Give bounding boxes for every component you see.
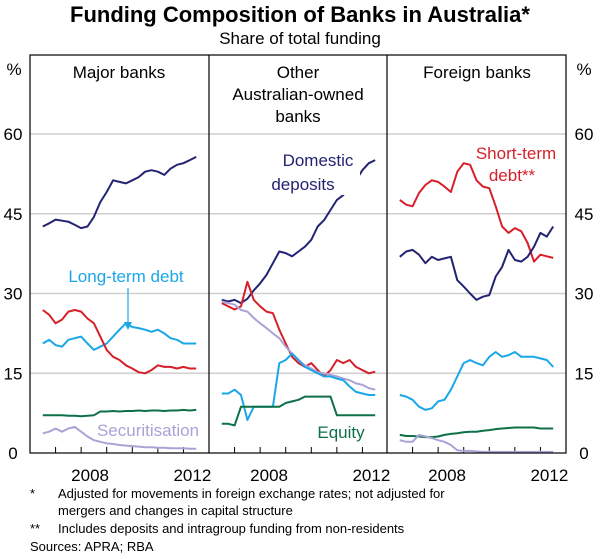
y-tick-right-45: 45 <box>575 205 594 224</box>
series-line-long_term_debt-panel-1 <box>42 322 197 351</box>
y-tick-left-0: 0 <box>8 444 17 463</box>
x-tick-label-2008: 2008 <box>250 466 288 485</box>
footnote-1-line2: mergers and changes in capital structure <box>58 503 293 518</box>
plot-border <box>29 54 567 454</box>
footnote-2-marker: ** <box>30 521 40 536</box>
y-unit-right: % <box>576 60 591 79</box>
y-tick-right-0: 0 <box>579 444 588 463</box>
series-line-short_term_debt-panel-3 <box>399 162 554 263</box>
x-tick-label-2012: 2012 <box>352 466 390 485</box>
sources: Sources: APRA; RBA <box>30 539 154 554</box>
panel-title-other-line2: Australian-owned <box>232 85 363 104</box>
series-line-securitisation-panel-3 <box>399 433 554 453</box>
series-line-domestic_deposits-panel-3 <box>399 225 555 301</box>
series-line-long_term_debt-panel-2 <box>221 352 376 421</box>
panel-title-major-banks: Major banks <box>73 63 166 82</box>
y-tick-right-15: 15 <box>575 364 594 383</box>
panel-title-foreign-banks: Foreign banks <box>423 63 531 82</box>
annotation-long-term-debt: Long-term debt <box>68 267 184 286</box>
annotation-domestic-deposits-2: deposits <box>271 175 334 194</box>
long-term-debt-arrowhead <box>124 322 132 330</box>
y-tick-right-60: 60 <box>575 125 594 144</box>
y-tick-left-45: 45 <box>4 205 23 224</box>
panel-title-other-line1: Other <box>277 63 320 82</box>
chart-title: Funding Composition of Banks in Australi… <box>70 2 530 27</box>
series-line-short_term_debt-panel-1 <box>42 309 197 375</box>
footnotes: * Adjusted for movements in foreign exch… <box>30 486 445 554</box>
y-unit-left: % <box>6 60 21 79</box>
gridlines <box>30 133 566 374</box>
plot-frame <box>29 54 567 454</box>
y-tick-left-60: 60 <box>4 125 23 144</box>
y-tick-right-30: 30 <box>575 285 594 304</box>
series-line-long_term_debt-panel-3 <box>399 351 554 411</box>
y-tick-left-30: 30 <box>4 285 23 304</box>
footnote-2-line1: Includes deposits and intragroup funding… <box>58 521 405 536</box>
chart-subtitle: Share of total funding <box>219 29 381 48</box>
series-line-securitisation-panel-1 <box>42 425 197 450</box>
series-line-equity-panel-1 <box>42 408 197 418</box>
x-tick-label-2008: 2008 <box>71 466 109 485</box>
x-tick-label-2008: 2008 <box>428 466 466 485</box>
footnote-1-marker: * <box>30 486 35 501</box>
y-tick-left-15: 15 <box>4 364 23 383</box>
annotation-securitisation: Securitisation <box>97 421 199 440</box>
annotation-equity: Equity <box>317 423 365 442</box>
series-line-securitisation-panel-2 <box>221 300 376 391</box>
panel-title-other-line3: banks <box>275 107 320 126</box>
series-line-short_term_debt-panel-2 <box>221 280 376 378</box>
footnote-1-line1: Adjusted for movements in foreign exchan… <box>58 486 445 501</box>
annotation-short-term-debt-1: Short-term <box>476 144 556 163</box>
series-lines <box>42 156 555 453</box>
x-tick-label-2012: 2012 <box>173 466 211 485</box>
y-tick-labels: 0 0 15 15 30 30 45 45 60 60 <box>4 125 594 463</box>
annotation-domestic-deposits-1: Domestic <box>283 151 354 170</box>
x-tick-label-2012: 2012 <box>530 466 568 485</box>
series-line-equity-panel-2 <box>221 395 376 427</box>
annotations: Domestic deposits Long-term debt Securit… <box>68 144 556 442</box>
annotation-short-term-debt-2: debt** <box>489 166 536 185</box>
series-line-domestic_deposits-panel-1 <box>42 156 197 230</box>
x-axis: 2008 2012 2008 2012 2008 2012 <box>55 447 568 485</box>
panel-titles: Major banks Other Australian-owned banks… <box>73 63 531 126</box>
